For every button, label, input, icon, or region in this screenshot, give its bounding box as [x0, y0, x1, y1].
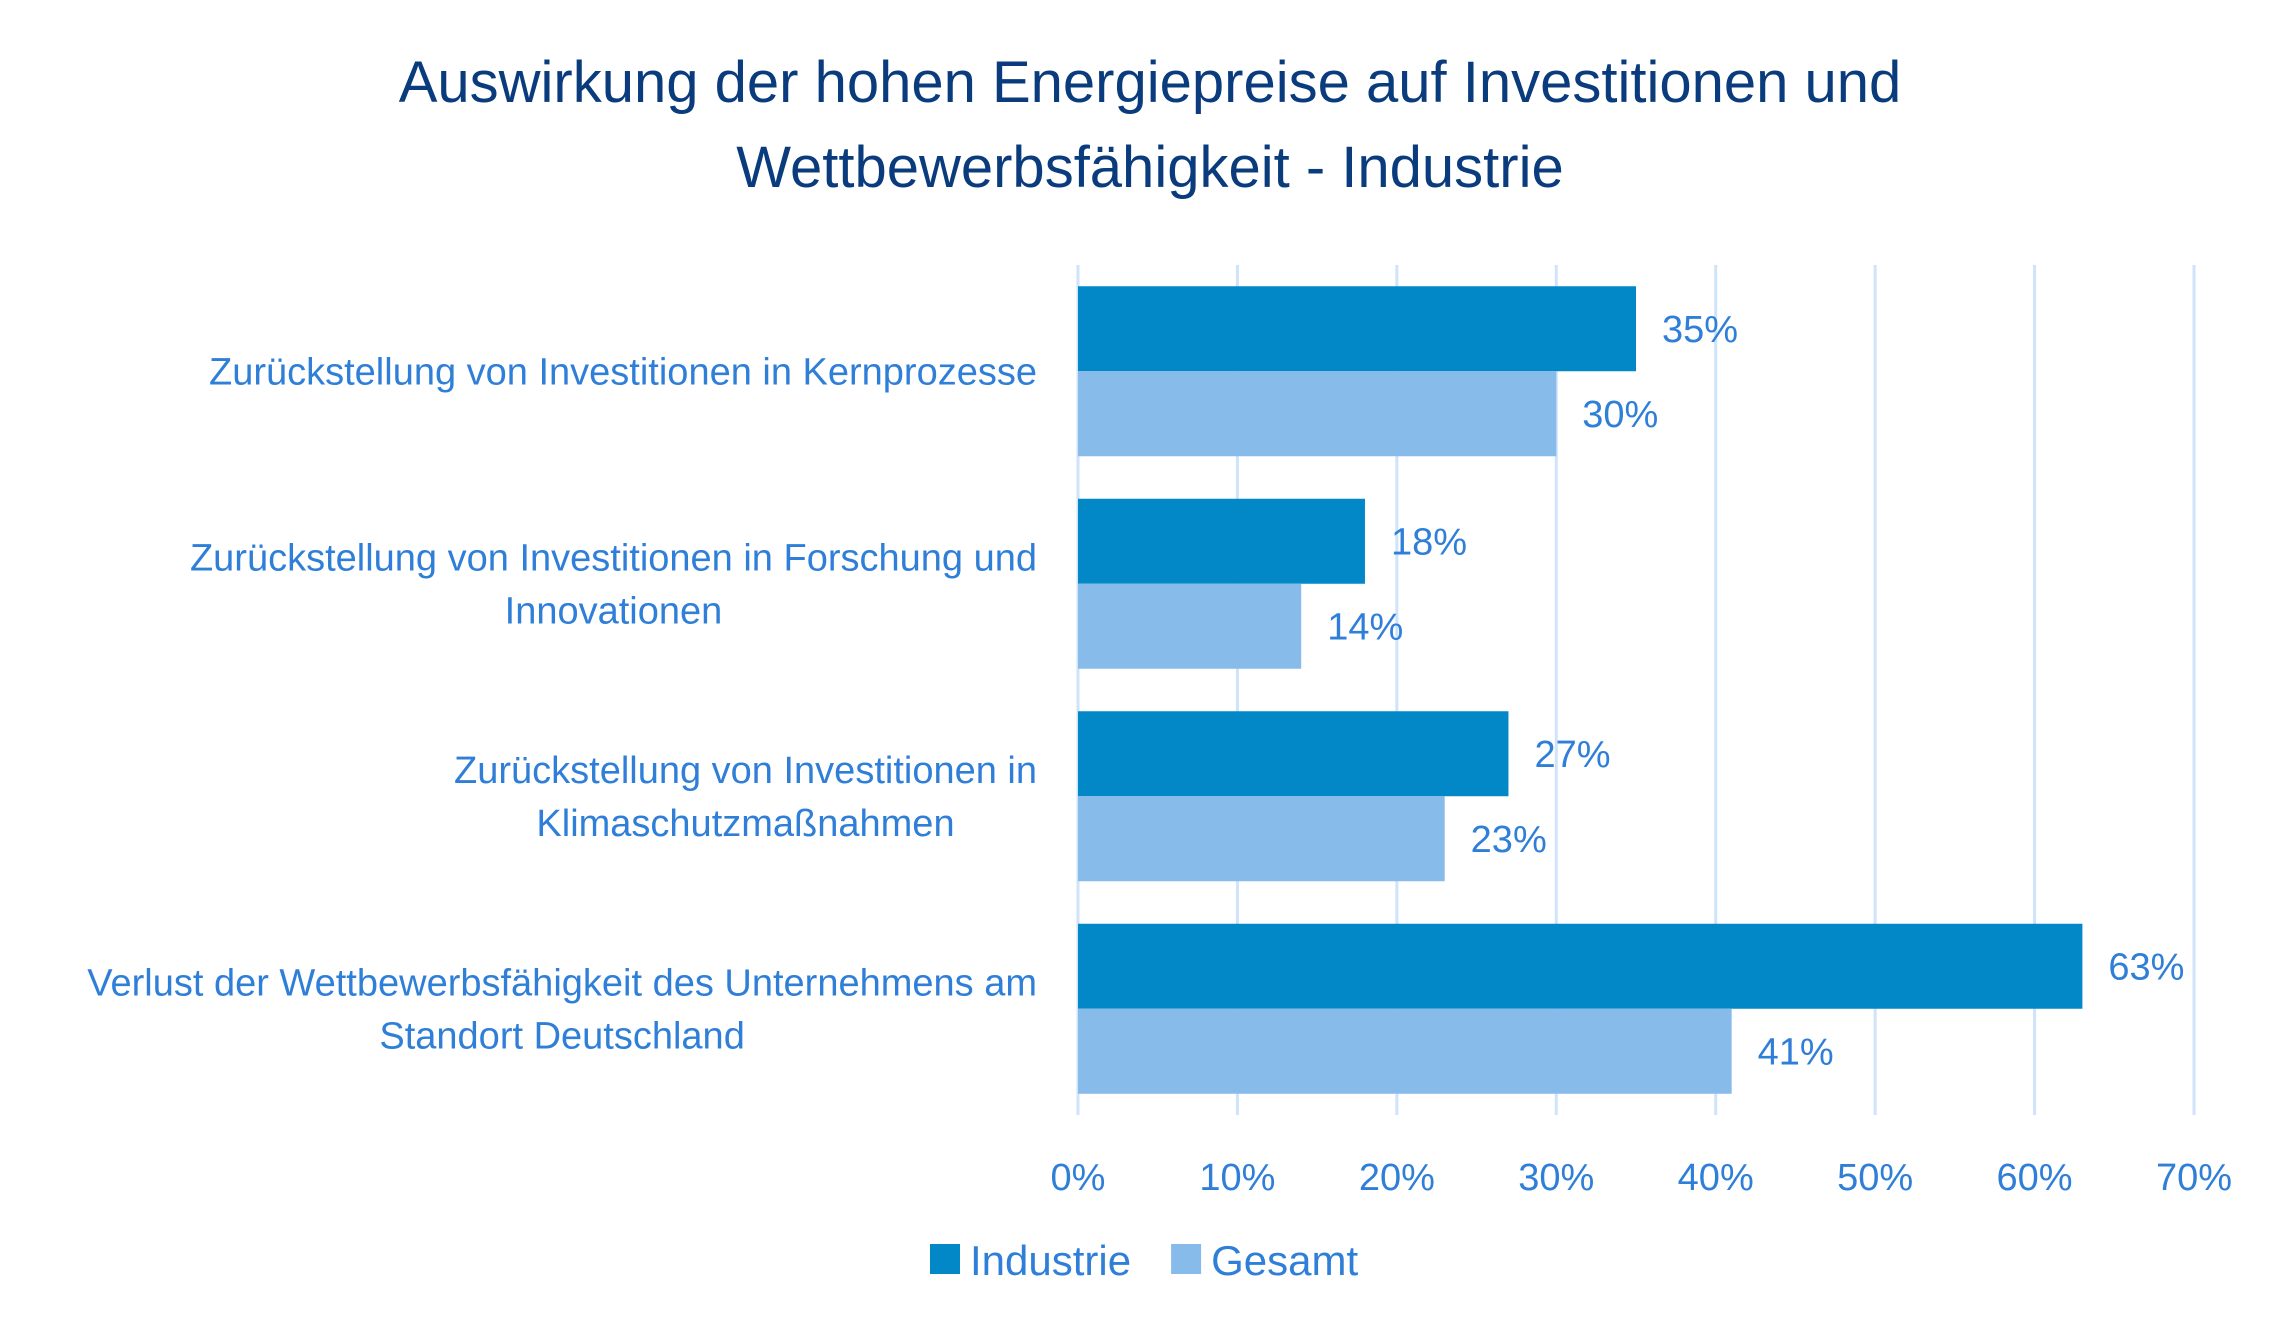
tick-label: 10% — [1199, 1157, 1275, 1199]
category-label-line: Verlust der Wettbewerbsfähigkeit des Unt… — [87, 962, 1037, 1004]
category-label: Zurückstellung von Investitionen in Kern… — [209, 351, 1037, 393]
data-label: 27% — [1534, 734, 1610, 776]
legend-swatch — [930, 1244, 960, 1274]
bar-industrie — [1078, 711, 1509, 797]
data-label: 41% — [1758, 1031, 1834, 1073]
chart-title-line: Wettbewerbsfähigkeit - Industrie — [736, 135, 1563, 200]
tick-label: 50% — [1837, 1157, 1913, 1199]
data-label: 63% — [2108, 946, 2184, 988]
legend-label: Industrie — [970, 1237, 1131, 1284]
legend-label: Gesamt — [1211, 1237, 1358, 1284]
bar-industrie — [1078, 286, 1636, 372]
category-label-line: Innovationen — [505, 590, 723, 632]
category-labels: Zurückstellung von Investitionen in Kern… — [87, 351, 1037, 1057]
category-label-line: Zurückstellung von Investitionen in — [454, 750, 1037, 792]
bar-gesamt — [1078, 1008, 1732, 1094]
category-label-line: Zurückstellung von Investitionen in Fors… — [190, 537, 1037, 579]
tick-label: 20% — [1359, 1157, 1435, 1199]
data-label: 23% — [1471, 819, 1547, 861]
legend: Industrie Gesamt — [930, 1237, 1358, 1284]
tick-label: 0% — [1051, 1157, 1106, 1199]
category-label-line: Standort Deutschland — [379, 1015, 744, 1057]
data-label: 35% — [1662, 309, 1738, 351]
category-label: Zurückstellung von Investitionen in Fors… — [190, 537, 1037, 632]
category-label: Verlust der Wettbewerbsfähigkeit des Unt… — [87, 962, 1037, 1057]
bar-industrie — [1078, 923, 2083, 1009]
bars: 35% 30% 18% 14% 27% 23% 63% 41% — [1078, 286, 2184, 1094]
bar-gesamt — [1078, 371, 1557, 457]
tick-label: 40% — [1678, 1157, 1754, 1199]
data-label: 14% — [1327, 606, 1403, 648]
tick-label: 70% — [2156, 1157, 2232, 1199]
data-label: 30% — [1582, 394, 1658, 436]
bar-gesamt — [1078, 583, 1302, 669]
data-label: 18% — [1391, 521, 1467, 563]
category-label-line: Klimaschutzmaßnahmen — [536, 803, 954, 845]
chart-title-line: Auswirkung der hohen Energiepreise auf I… — [399, 50, 1902, 115]
tick-label: 30% — [1518, 1157, 1594, 1199]
category-label-line: Zurückstellung von Investitionen in Kern… — [209, 351, 1037, 393]
legend-swatch — [1171, 1244, 1202, 1274]
bar-industrie — [1078, 498, 1365, 584]
x-axis-ticks: 0% 10% 20% 30% 40% 50% 60% 70% — [1051, 1157, 2232, 1199]
chart-title: Auswirkung der hohen Energiepreise auf I… — [399, 50, 1902, 200]
tick-label: 60% — [1997, 1157, 2073, 1199]
category-label: Zurückstellung von Investitionen in Klima… — [454, 750, 1037, 845]
bar-gesamt — [1078, 796, 1445, 882]
